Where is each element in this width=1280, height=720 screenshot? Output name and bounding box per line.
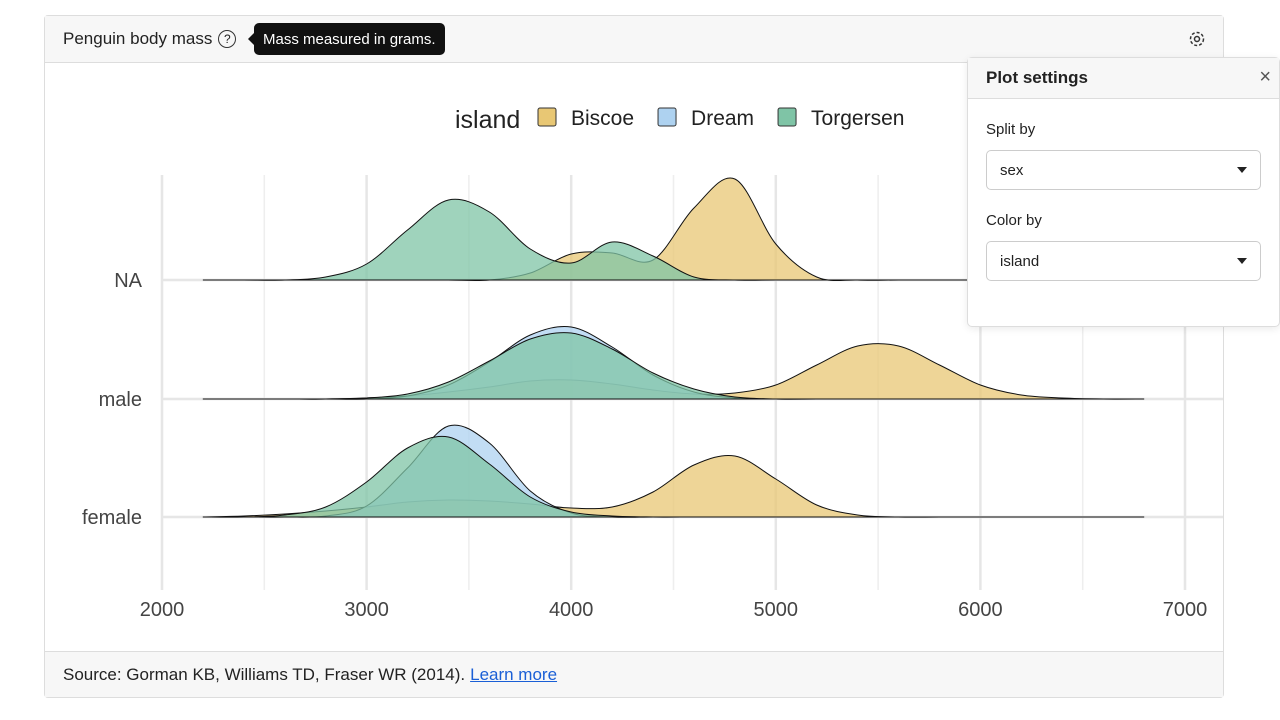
close-button[interactable]: × — [1259, 66, 1271, 88]
x-tick-label: 6000 — [958, 599, 1003, 621]
y-tick-label: NA — [114, 270, 142, 292]
y-tick-label: male — [99, 389, 142, 411]
settings-button[interactable] — [1187, 29, 1207, 49]
select[interactable]: sex — [986, 150, 1261, 190]
y-tick-label: female — [82, 507, 142, 529]
legend-label: Torgersen — [811, 107, 904, 130]
legend-title: island — [455, 106, 520, 134]
settings-popover: Plot settings × Split by sex Color by isl… — [967, 57, 1280, 327]
legend-swatch — [657, 107, 677, 127]
field: Split by sex — [968, 99, 1279, 190]
x-tick-label: 7000 — [1163, 599, 1208, 621]
field: Color by island — [968, 190, 1279, 281]
select[interactable]: island — [986, 241, 1261, 281]
card-footer: Source: Gorman KB, Williams TD, Fraser W… — [45, 651, 1223, 697]
chart: 2000 3000 4000 5000 6000 7000 island Biscoe Drea… — [82, 106, 1223, 621]
popover-title: Plot settings — [986, 68, 1089, 87]
x-tick-label: 2000 — [140, 599, 185, 621]
density-ridge — [202, 435, 1145, 518]
footer-text: Source: Gorman KB, Williams TD, Fraser W… — [63, 664, 466, 684]
field-label: Split by — [986, 121, 1036, 138]
legend-label: Biscoe — [571, 107, 634, 130]
x-tick-label: 4000 — [549, 599, 594, 621]
select-value: island — [1000, 252, 1040, 270]
tooltip: Mass measured in grams. — [248, 23, 445, 55]
popover-header: Plot settings × — [968, 58, 1279, 99]
help-icon[interactable]: ? — [218, 30, 237, 48]
density-ridge — [202, 332, 1145, 400]
x-tick-label: 5000 — [754, 599, 799, 621]
card-header: Penguin body mass ? Mass measured in gra… — [45, 16, 1223, 63]
select-value: sex — [1000, 161, 1024, 179]
card: Penguin body mass ? Mass measured in gra… — [44, 15, 1224, 698]
legend-swatch — [777, 107, 797, 127]
legend-swatch — [537, 107, 557, 127]
learn-more-link[interactable]: Learn more — [470, 664, 558, 684]
field-label: Color by — [986, 212, 1042, 229]
card-title: Penguin body mass — [63, 29, 213, 48]
x-tick-label: 3000 — [344, 599, 389, 621]
legend-label: Dream — [691, 107, 754, 130]
